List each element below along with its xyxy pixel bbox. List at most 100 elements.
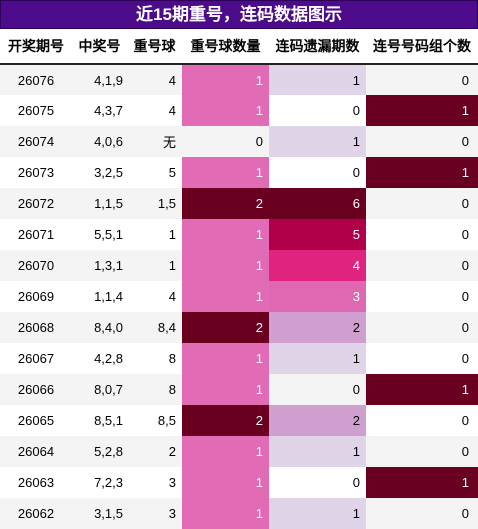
numbers-cell: 1,1,4 (72, 281, 127, 312)
table-row: 26069 1,1,4 4 1 3 0 (0, 281, 478, 312)
groups-cell: 1 (366, 157, 478, 188)
miss-cell: 0 (269, 157, 366, 188)
numbers-cell: 3,1,5 (72, 498, 127, 529)
period-cell: 26065 (0, 405, 72, 436)
miss-cell: 1 (269, 64, 366, 95)
numbers-cell: 8,4,0 (72, 312, 127, 343)
repeat-count-cell: 1 (182, 498, 269, 529)
table-row: 26070 1,3,1 1 1 4 0 (0, 250, 478, 281)
repeat-cell: 1 (127, 250, 182, 281)
period-cell: 26064 (0, 436, 72, 467)
table-header: 开奖期号 中奖号 重号球 重号球数量 连码遗漏期数 连号号码组个数 (0, 29, 478, 65)
groups-cell: 0 (366, 343, 478, 374)
repeat-count-cell: 1 (182, 95, 269, 126)
repeat-count-cell: 1 (182, 436, 269, 467)
period-cell: 26062 (0, 498, 72, 529)
period-cell: 26068 (0, 312, 72, 343)
repeat-cell: 8,5 (127, 405, 182, 436)
repeat-cell: 无 (127, 126, 182, 157)
repeat-cell: 8,4 (127, 312, 182, 343)
repeat-count-cell: 1 (182, 219, 269, 250)
numbers-cell: 5,5,1 (72, 219, 127, 250)
repeat-cell: 2 (127, 436, 182, 467)
repeat-cell: 1,5 (127, 188, 182, 219)
repeat-count-cell: 2 (182, 405, 269, 436)
repeat-count-cell: 1 (182, 374, 269, 405)
header-row: 开奖期号 中奖号 重号球 重号球数量 连码遗漏期数 连号号码组个数 (0, 29, 478, 65)
table-row: 26065 8,5,1 8,5 2 2 0 (0, 405, 478, 436)
period-cell: 26071 (0, 219, 72, 250)
table-title: 近15期重号，连码数据图示 (0, 0, 478, 29)
period-cell: 26067 (0, 343, 72, 374)
groups-cell: 0 (366, 436, 478, 467)
period-cell: 26072 (0, 188, 72, 219)
groups-cell: 1 (366, 467, 478, 498)
miss-cell: 5 (269, 219, 366, 250)
repeat-count-cell: 1 (182, 281, 269, 312)
period-cell: 26075 (0, 95, 72, 126)
header-miss: 连码遗漏期数 (269, 29, 366, 65)
numbers-cell: 4,3,7 (72, 95, 127, 126)
repeat-cell: 4 (127, 64, 182, 95)
miss-cell: 4 (269, 250, 366, 281)
repeat-count-cell: 1 (182, 157, 269, 188)
table-row: 26063 7,2,3 3 1 0 1 (0, 467, 478, 498)
repeat-cell: 5 (127, 157, 182, 188)
period-cell: 26070 (0, 250, 72, 281)
miss-cell: 1 (269, 343, 366, 374)
period-cell: 26073 (0, 157, 72, 188)
repeat-count-cell: 1 (182, 343, 269, 374)
table-body: 26076 4,1,9 4 1 1 0 26075 4,3,7 4 1 0 1 26074 4,0,6 无 0… (0, 64, 478, 529)
repeat-cell: 3 (127, 467, 182, 498)
repeat-count-cell: 2 (182, 312, 269, 343)
miss-cell: 2 (269, 312, 366, 343)
repeat-count-cell: 0 (182, 126, 269, 157)
miss-cell: 1 (269, 498, 366, 529)
miss-cell: 0 (269, 467, 366, 498)
period-cell: 26063 (0, 467, 72, 498)
groups-cell: 1 (366, 95, 478, 126)
repeat-count-cell: 1 (182, 467, 269, 498)
period-cell: 26066 (0, 374, 72, 405)
table-row: 26068 8,4,0 8,4 2 2 0 (0, 312, 478, 343)
repeat-cell: 1 (127, 219, 182, 250)
repeat-count-cell: 1 (182, 64, 269, 95)
groups-cell: 0 (366, 250, 478, 281)
period-cell: 26074 (0, 126, 72, 157)
numbers-cell: 8,5,1 (72, 405, 127, 436)
miss-cell: 2 (269, 405, 366, 436)
repeat-cell: 4 (127, 95, 182, 126)
table-row: 26075 4,3,7 4 1 0 1 (0, 95, 478, 126)
miss-cell: 6 (269, 188, 366, 219)
period-cell: 26069 (0, 281, 72, 312)
header-period: 开奖期号 (0, 29, 72, 65)
miss-cell: 1 (269, 126, 366, 157)
groups-cell: 0 (366, 498, 478, 529)
header-repeat-count: 重号球数量 (182, 29, 269, 65)
table-row: 26067 4,2,8 8 1 1 0 (0, 343, 478, 374)
repeat-cell: 8 (127, 343, 182, 374)
groups-cell: 0 (366, 281, 478, 312)
header-groups: 连号号码组个数 (366, 29, 478, 65)
numbers-cell: 4,2,8 (72, 343, 127, 374)
lottery-table: 开奖期号 中奖号 重号球 重号球数量 连码遗漏期数 连号号码组个数 26076 4… (0, 29, 478, 529)
numbers-cell: 4,0,6 (72, 126, 127, 157)
miss-cell: 0 (269, 374, 366, 405)
repeat-cell: 8 (127, 374, 182, 405)
repeat-cell: 4 (127, 281, 182, 312)
table-row: 26071 5,5,1 1 1 5 0 (0, 219, 478, 250)
groups-cell: 1 (366, 374, 478, 405)
numbers-cell: 7,2,3 (72, 467, 127, 498)
numbers-cell: 1,1,5 (72, 188, 127, 219)
period-cell: 26076 (0, 64, 72, 95)
table-row: 26062 3,1,5 3 1 1 0 (0, 498, 478, 529)
header-numbers: 中奖号 (72, 29, 127, 65)
numbers-cell: 5,2,8 (72, 436, 127, 467)
numbers-cell: 4,1,9 (72, 64, 127, 95)
header-repeat: 重号球 (127, 29, 182, 65)
table-row: 26073 3,2,5 5 1 0 1 (0, 157, 478, 188)
table-row: 26072 1,1,5 1,5 2 6 0 (0, 188, 478, 219)
miss-cell: 0 (269, 95, 366, 126)
groups-cell: 0 (366, 405, 478, 436)
